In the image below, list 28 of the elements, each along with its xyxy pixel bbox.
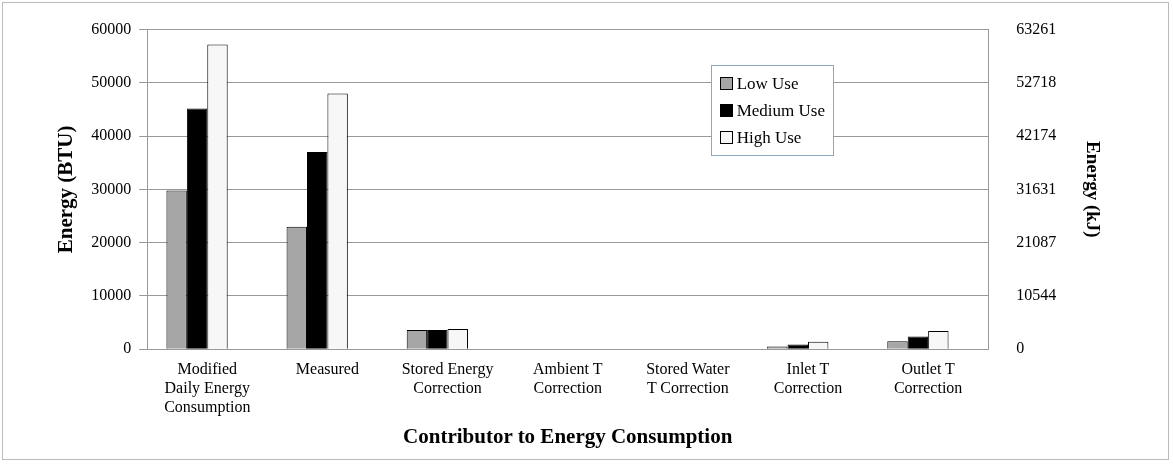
y2-tick-label: 10544	[1016, 286, 1057, 304]
y-tick-label: 30000	[91, 179, 132, 197]
x-tick-label: Modified Daily Energy Consumption	[164, 360, 251, 417]
y2-tick-label: 42174	[1016, 126, 1057, 144]
x-tick-label: Outlet T Correction	[893, 360, 963, 397]
y2-tick-label: 31631	[1016, 179, 1057, 197]
x-tick-label: Ambient T Correction	[532, 360, 603, 397]
y-tick-label: 20000	[91, 232, 132, 250]
x-tick-label: Inlet T Correction	[773, 360, 843, 397]
bar	[907, 336, 929, 349]
y2-axis-title: Energy (kJ)	[1081, 141, 1104, 238]
x-axis-title: Contributor to Energy Consumption	[403, 423, 733, 448]
y2-tick-label: 21087	[1016, 232, 1057, 250]
x-tick-label: Stored Energy Correction	[401, 360, 494, 397]
y2-tick-label: 63261	[1016, 19, 1057, 37]
y-tick-label: 40000	[91, 126, 132, 144]
y-axis-title: Energy (BTU)	[53, 125, 78, 254]
y-tick-label: 50000	[91, 73, 132, 91]
legend-label: Medium Use	[736, 99, 825, 122]
legend-label: High Use	[736, 126, 802, 149]
x-tick-label: Measured	[295, 360, 359, 377]
y2-tick-label: 0	[1016, 339, 1025, 357]
legend-label: Low Use	[736, 72, 799, 95]
y-tick-label: 0	[123, 339, 132, 357]
y2-tick-label: 52718	[1016, 73, 1057, 91]
x-tick-label: Stored Water T Correction	[646, 360, 731, 397]
y-tick-label: 60000	[91, 19, 132, 37]
y-tick-label: 10000	[91, 286, 132, 304]
